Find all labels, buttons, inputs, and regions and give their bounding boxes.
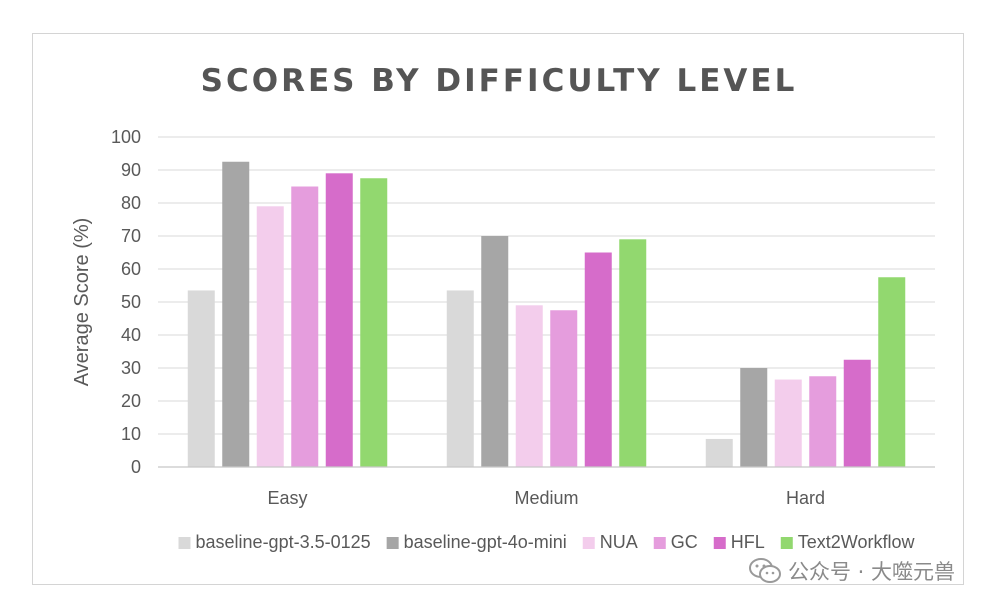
legend-swatch <box>653 537 666 549</box>
y-tick-label: 30 <box>121 358 141 378</box>
legend-item: HFL <box>713 532 765 552</box>
y-tick-label: 10 <box>121 424 141 444</box>
gridlines <box>158 136 935 435</box>
legend-swatch <box>713 537 726 549</box>
legend-swatch <box>386 537 399 549</box>
bar-hard-hfl <box>843 359 871 467</box>
y-tick-label: 0 <box>131 457 141 477</box>
x-axis-categories: Easy Medium Hard <box>267 488 825 508</box>
bar-hard-nua <box>774 379 802 467</box>
bar-medium-baseline-gpt-3-5-0125 <box>446 290 474 467</box>
y-tick-label: 70 <box>121 226 141 246</box>
bar-medium-baseline-gpt-4o-mini <box>481 236 509 467</box>
watermark-text: 公众号 · 大噬元兽 <box>787 560 955 584</box>
legend: baseline-gpt-3.5-0125 baseline-gpt-4o-min… <box>178 532 916 552</box>
x-category-label: Easy <box>267 488 307 508</box>
legend-label: baseline-gpt-4o-mini <box>404 532 567 552</box>
bar-chart: SCORES BY DIFFICULTY LEVEL 0 10 20 30 40 50 60… <box>71 63 935 552</box>
y-tick-label: 80 <box>121 193 141 213</box>
bar-hard-gc <box>809 376 837 467</box>
legend-item: baseline-gpt-3.5-0125 <box>178 532 371 552</box>
legend-item: Text2Workflow <box>780 532 916 552</box>
bar-easy-nua <box>256 206 284 468</box>
y-axis-label: Average Score (%) <box>71 218 93 387</box>
chart-frame: SCORES BY DIFFICULTY LEVEL 0 10 20 30 40 50 60… <box>32 33 964 585</box>
legend-label: GC <box>671 532 698 552</box>
y-tick-label: 20 <box>121 391 141 411</box>
bar-easy-baseline-gpt-4o-mini <box>222 161 250 467</box>
bar-hard-baseline-gpt-4o-mini <box>740 368 768 467</box>
legend-swatch <box>582 537 595 549</box>
wechat-icon <box>748 558 781 583</box>
x-category-label: Hard <box>786 488 825 508</box>
bars <box>187 161 906 468</box>
legend-label: Text2Workflow <box>798 532 916 552</box>
chart-title: SCORES BY DIFFICULTY LEVEL <box>201 63 798 99</box>
bar-medium-text2workflow <box>619 239 647 467</box>
legend-item: GC <box>653 532 698 552</box>
legend-label: baseline-gpt-3.5-0125 <box>196 532 371 552</box>
bar-easy-gc <box>291 186 319 467</box>
watermark: 公众号 · 大噬元兽 <box>748 556 955 586</box>
legend-item: baseline-gpt-4o-mini <box>386 532 567 552</box>
bar-medium-nua <box>515 305 543 467</box>
bar-medium-gc <box>550 310 578 467</box>
legend-swatch <box>178 537 191 549</box>
y-tick-label: 90 <box>121 160 141 180</box>
y-tick-label: 100 <box>111 127 141 147</box>
y-tick-label: 40 <box>121 325 141 345</box>
y-tick-label: 60 <box>121 259 141 279</box>
legend-label: NUA <box>600 532 638 552</box>
bar-easy-baseline-gpt-3-5-0125 <box>187 290 215 467</box>
bar-hard-text2workflow <box>878 277 906 467</box>
legend-swatch <box>780 537 793 549</box>
bar-medium-hfl <box>584 252 612 467</box>
y-tick-label: 50 <box>121 292 141 312</box>
bar-easy-hfl <box>325 173 353 468</box>
legend-label: HFL <box>731 532 765 552</box>
bar-easy-text2workflow <box>360 178 388 467</box>
legend-item: NUA <box>582 532 638 552</box>
bar-hard-baseline-gpt-3-5-0125 <box>705 438 733 467</box>
x-category-label: Medium <box>514 488 578 508</box>
y-axis-ticks: 0 10 20 30 40 50 60 70 80 90 100 <box>111 127 141 477</box>
